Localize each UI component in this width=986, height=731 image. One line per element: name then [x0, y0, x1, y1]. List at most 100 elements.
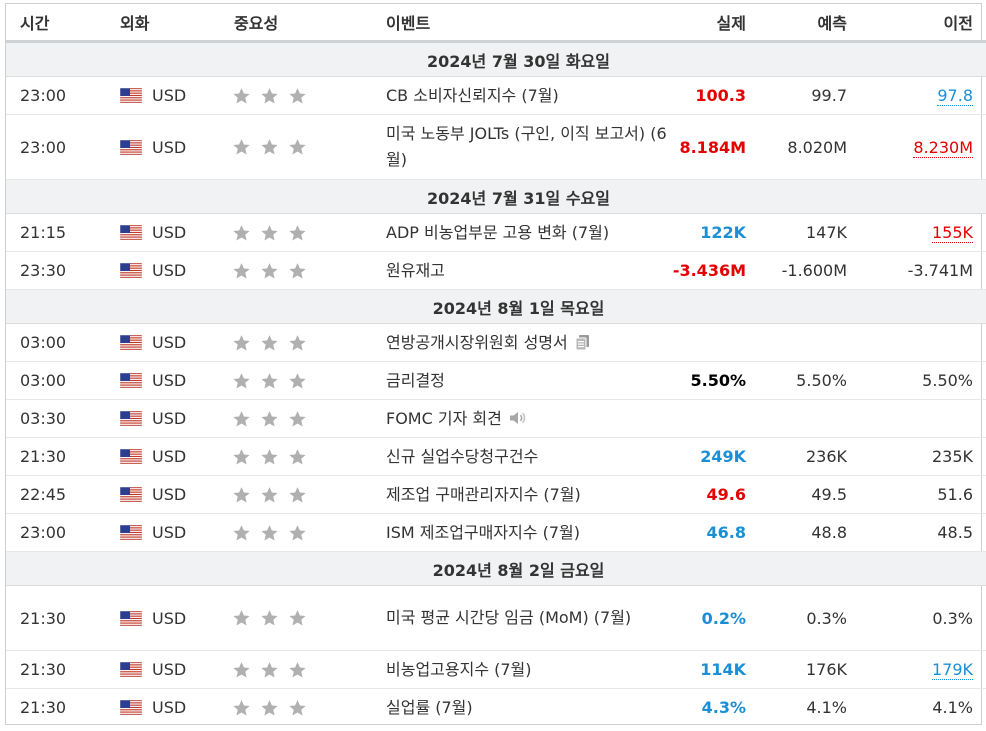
event-name[interactable]: ISM 제조업구매자지수 (7월): [368, 513, 670, 552]
event-row[interactable]: 23:00 USD CB 소비자신뢰지수 (7월) 100.3 99.7 97.…: [6, 76, 986, 115]
event-row[interactable]: 21:30 USD 비농업고용지수 (7월) 114K 176K 179K: [6, 650, 986, 689]
event-time: 23:00: [6, 513, 120, 552]
currency-code: USD: [152, 409, 187, 428]
event-link[interactable]: 미국 평균 시간당 임금 (MoM) (7월): [386, 608, 632, 627]
event-name[interactable]: 비농업고용지수 (7월): [368, 650, 670, 689]
previous-revised[interactable]: 155K: [931, 223, 973, 243]
currency-code: USD: [152, 371, 187, 390]
event-name[interactable]: 미국 평균 시간당 임금 (MoM) (7월): [368, 585, 670, 651]
event-row[interactable]: 23:00 USD ISM 제조업구매자지수 (7월) 46.8 48.8 48…: [6, 513, 986, 552]
header-time[interactable]: 시간: [6, 4, 120, 43]
event-name[interactable]: 제조업 구매관리자지수 (7월): [368, 475, 670, 514]
event-forecast: 0.3%: [746, 585, 847, 651]
event-row[interactable]: 21:30 USD 미국 평균 시간당 임금 (MoM) (7월) 0.2% 0…: [6, 585, 986, 651]
event-row[interactable]: 23:30 USD 원유재고 -3.436M -1.600M -3.741M: [6, 251, 986, 290]
event-previous: 5.50%: [847, 361, 986, 400]
header-forecast[interactable]: 예측: [746, 4, 847, 43]
event-name[interactable]: 연방공개시장위원회 성명서: [368, 323, 670, 362]
us-flag-icon: [120, 449, 142, 464]
star-icon: [232, 410, 251, 428]
event-link[interactable]: 제조업 구매관리자지수 (7월): [386, 484, 581, 504]
header-currency[interactable]: 외화: [120, 4, 218, 43]
header-previous[interactable]: 이전: [847, 4, 986, 43]
header-importance[interactable]: 중요성: [218, 4, 368, 43]
event-time: 21:15: [6, 213, 120, 252]
event-name[interactable]: FOMC 기자 회견: [368, 399, 670, 438]
event-row[interactable]: 03:00 USD 연방공개시장위원회 성명서: [6, 323, 986, 362]
event-name[interactable]: CB 소비자신뢰지수 (7월): [368, 76, 670, 115]
importance-cell: [218, 213, 368, 252]
previous-revised[interactable]: 8.230M: [913, 137, 973, 158]
event-link[interactable]: FOMC 기자 회견: [386, 408, 502, 428]
us-flag-icon: [120, 373, 142, 388]
event-actual: 0.2%: [670, 585, 746, 651]
event-previous: 51.6: [847, 475, 986, 514]
currency-code: USD: [152, 660, 187, 679]
event-time: 03:30: [6, 399, 120, 438]
event-row[interactable]: 23:00 USD 미국 노동부 JOLTs (구인, 이직 보고서) (6월)…: [6, 114, 986, 180]
star-icon: [232, 372, 251, 390]
event-link[interactable]: 금리결정: [386, 370, 445, 390]
event-name[interactable]: 원유재고: [368, 251, 670, 290]
previous-revised[interactable]: 179K: [931, 660, 973, 680]
previous-revised[interactable]: 97.8: [937, 86, 973, 106]
event-previous: [847, 323, 986, 362]
event-previous: 179K: [847, 650, 986, 689]
event-actual: [670, 399, 746, 438]
star-icon: [260, 524, 279, 542]
event-link[interactable]: 미국 노동부 JOLTs (구인, 이직 보고서) (6월): [386, 124, 667, 169]
event-actual: 8.184M: [670, 114, 746, 180]
economic-calendar: 시간 외화 중요성 이벤트 실제 예측 이전 2024년 7월 30일 화요일 …: [5, 3, 986, 725]
event-name[interactable]: 실업률 (7월): [368, 689, 670, 727]
date-row: 2024년 8월 1일 목요일: [6, 289, 986, 324]
event-name[interactable]: 신규 실업수당청구건수: [368, 437, 670, 476]
document-icon[interactable]: [574, 333, 592, 351]
event-row[interactable]: 03:30 USD FOMC 기자 회견: [6, 399, 986, 438]
star-icon: [232, 334, 251, 352]
star-icon: [288, 262, 307, 280]
header-row: 시간 외화 중요성 이벤트 실제 예측 이전: [6, 4, 986, 43]
us-flag-icon: [120, 335, 142, 350]
currency-cell: USD: [120, 76, 218, 115]
event-name[interactable]: 미국 노동부 JOLTs (구인, 이직 보고서) (6월): [368, 114, 670, 180]
currency-code: USD: [152, 485, 187, 504]
currency-cell: USD: [120, 251, 218, 290]
event-link[interactable]: 비농업고용지수 (7월): [386, 659, 532, 679]
event-previous: 8.230M: [847, 114, 986, 180]
event-link[interactable]: ADP 비농업부문 고용 변화 (7월): [386, 222, 610, 242]
event-forecast: 176K: [746, 650, 847, 689]
star-icon: [260, 138, 279, 156]
event-link[interactable]: 원유재고: [386, 260, 445, 280]
event-row[interactable]: 22:45 USD 제조업 구매관리자지수 (7월) 49.6 49.5 51.…: [6, 475, 986, 514]
event-row[interactable]: 21:15 USD ADP 비농업부문 고용 변화 (7월) 122K 147K…: [6, 213, 986, 252]
event-time: 03:00: [6, 323, 120, 362]
importance-cell: [218, 689, 368, 727]
speaker-icon[interactable]: [508, 409, 528, 427]
currency-cell: USD: [120, 213, 218, 252]
star-icon: [232, 262, 251, 280]
event-previous: 4.1%: [932, 698, 973, 717]
event-row[interactable]: 21:30 USD 실업률 (7월) 4.3% 4.1% 4.1%: [6, 689, 986, 727]
importance-cell: [218, 76, 368, 115]
event-previous: 97.8: [847, 76, 986, 115]
us-flag-icon: [120, 662, 142, 677]
header-event[interactable]: 이벤트: [368, 4, 670, 43]
event-row[interactable]: 21:30 USD 신규 실업수당청구건수 249K 236K 235K: [6, 437, 986, 476]
star-icon: [288, 661, 307, 679]
currency-cell: USD: [120, 650, 218, 689]
star-icon: [288, 699, 307, 717]
event-link[interactable]: 연방공개시장위원회 성명서: [386, 332, 568, 352]
currency-cell: USD: [120, 585, 218, 651]
event-row[interactable]: 03:00 USD 금리결정 5.50% 5.50% 5.50%: [6, 361, 986, 400]
event-name[interactable]: ADP 비농업부문 고용 변화 (7월): [368, 213, 670, 252]
event-link[interactable]: 신규 실업수당청구건수: [386, 446, 539, 466]
event-actual: 49.6: [670, 475, 746, 514]
currency-code: USD: [152, 223, 187, 242]
event-time: 03:00: [6, 361, 120, 400]
event-link[interactable]: ISM 제조업구매자지수 (7월): [386, 522, 580, 542]
event-name[interactable]: 금리결정: [368, 361, 670, 400]
header-actual[interactable]: 실제: [670, 4, 746, 43]
event-forecast: 5.50%: [746, 361, 847, 400]
event-link[interactable]: 실업률 (7월): [386, 697, 473, 717]
event-link[interactable]: CB 소비자신뢰지수 (7월): [386, 85, 559, 105]
